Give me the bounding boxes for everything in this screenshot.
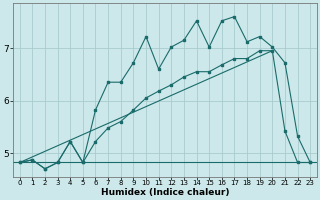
X-axis label: Humidex (Indice chaleur): Humidex (Indice chaleur) (101, 188, 229, 197)
